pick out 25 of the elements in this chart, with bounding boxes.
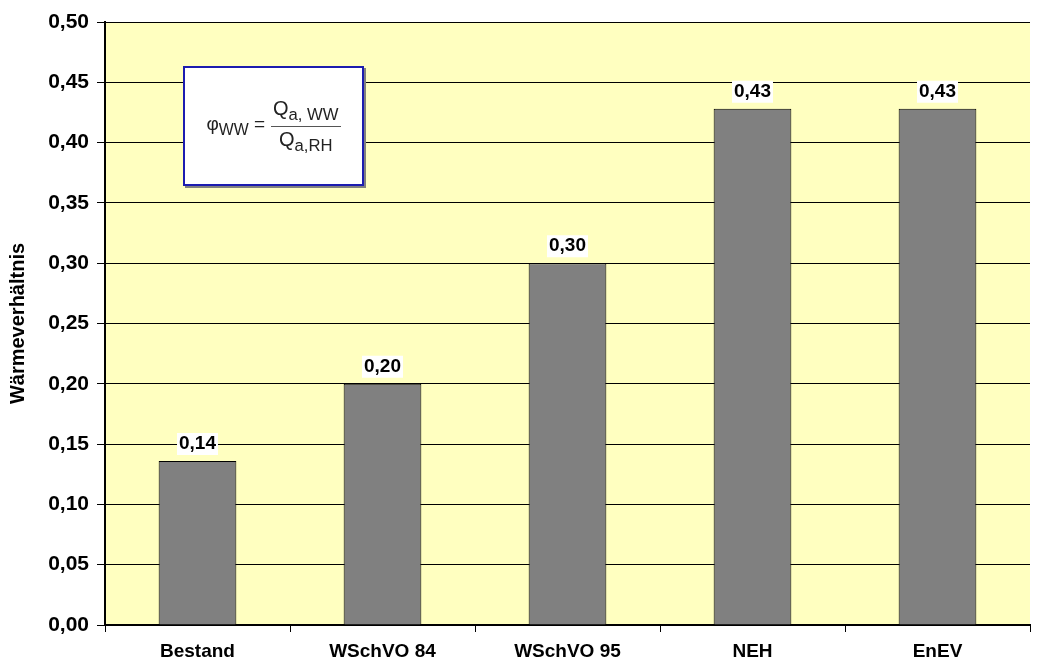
data-label: 0,30 — [549, 234, 586, 256]
annotation: Q$_{a, WW}$ — [271, 96, 341, 127]
y-tick-label: 0,45 — [48, 69, 90, 93]
y-tick-label: 0,10 — [48, 491, 89, 515]
data-label: 0,43 — [734, 80, 771, 102]
x-tick-label: EnEV — [912, 639, 963, 660]
x-tick-label: Bestand — [160, 639, 235, 660]
annotation: φ$_{WW}$ = — [206, 113, 266, 139]
y-tick-label: 0,40 — [48, 129, 89, 153]
y-tick-label: 0,00 — [48, 611, 89, 635]
x-tick-label: NEH — [732, 639, 773, 660]
y-tick-label: 0,20 — [48, 370, 89, 394]
x-tick-label: WSchVO 84 — [329, 639, 437, 660]
data-label: 0,14 — [179, 432, 217, 454]
y-tick-label: 0,30 — [48, 250, 89, 273]
y-tick-label: 0,15 — [48, 430, 90, 454]
y-tick-label: 0,50 — [48, 8, 89, 32]
y-tick-label: 0,35 — [48, 189, 90, 213]
y-tick-label: 0,25 — [48, 310, 90, 334]
data-label: 0,43 — [919, 80, 956, 102]
y-axis-title: Wärmeverhältnis — [5, 242, 28, 405]
data-label: 0,20 — [364, 355, 401, 377]
y-tick-label: 0,05 — [48, 551, 90, 575]
x-tick-label: WSchVO 95 — [514, 639, 622, 660]
annotation: Q$_{a,RH}$ — [278, 126, 334, 156]
